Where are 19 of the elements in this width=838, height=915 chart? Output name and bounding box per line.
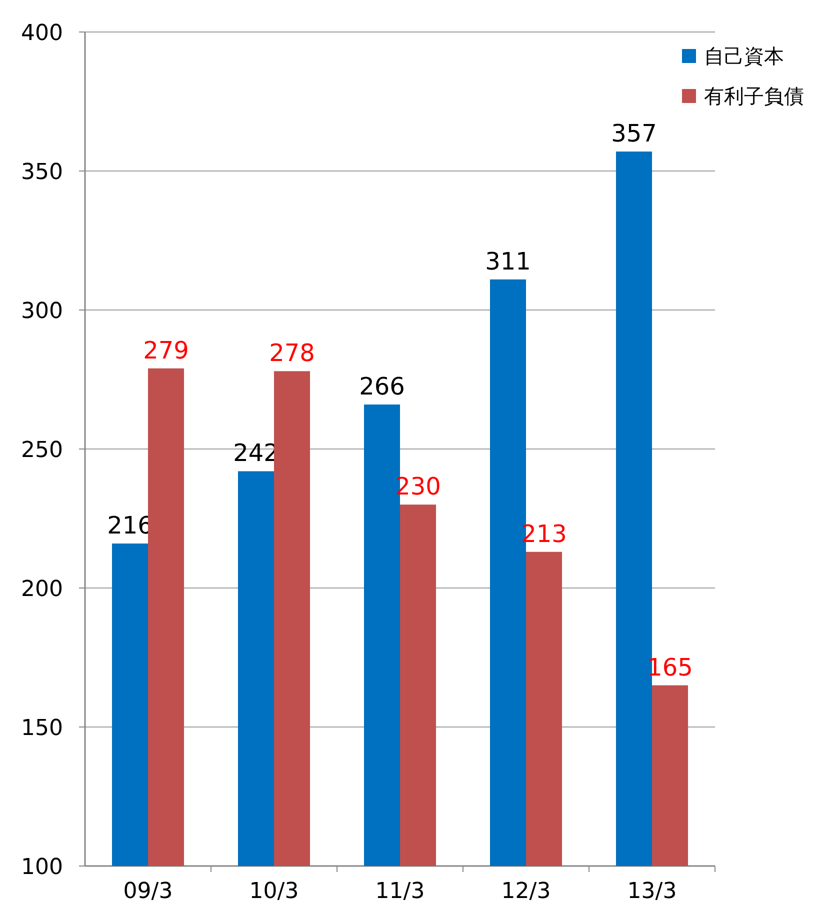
y-tick-label: 250	[21, 438, 63, 463]
legend-label: 有利子負債	[704, 84, 804, 108]
x-tick-label: 10/3	[249, 879, 299, 904]
x-tick-label: 12/3	[501, 879, 551, 904]
data-label: 311	[485, 247, 531, 276]
x-tick-label: 13/3	[627, 879, 677, 904]
y-tick-label: 350	[21, 160, 63, 185]
data-label: 279	[143, 336, 189, 364]
data-label: 357	[611, 120, 657, 148]
x-tick-label: 11/3	[375, 879, 425, 904]
y-tick-label: 300	[21, 299, 63, 324]
y-tick-label: 100	[21, 855, 63, 880]
legend-label: 自己資本	[704, 44, 784, 68]
data-label: 278	[269, 339, 315, 368]
y-tick-label: 200	[21, 577, 63, 602]
x-tick-label: 09/3	[123, 879, 173, 904]
y-tick-label: 400	[21, 21, 63, 46]
data-label: 266	[359, 372, 405, 401]
y-tick-label: 150	[21, 716, 63, 741]
